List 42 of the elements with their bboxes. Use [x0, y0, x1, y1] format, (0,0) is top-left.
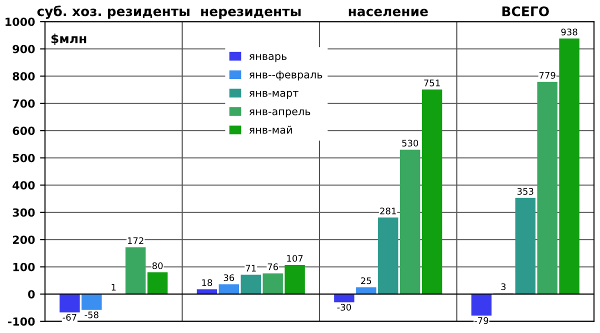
y-tick-label: 700	[12, 99, 35, 108]
data-label: 751	[424, 80, 440, 86]
data-label: 3	[501, 283, 506, 290]
x-tick-label: население	[348, 8, 428, 16]
data-label: 353	[517, 188, 534, 195]
y-tick-label: 900	[12, 44, 35, 54]
data-label: 18	[202, 279, 212, 286]
data-label: 281	[380, 208, 396, 214]
y-tick-label: -100	[8, 317, 35, 326]
data-label: -79	[474, 317, 488, 324]
y-tick-label: 400	[12, 181, 35, 190]
y-tick-label: 0	[28, 290, 35, 298]
legend-label: янв-март	[249, 90, 298, 99]
data-label: -58	[84, 311, 98, 318]
data-label: 107	[287, 254, 303, 262]
x-tick-label: нерезиденты	[201, 8, 301, 19]
data-label: 1	[112, 284, 116, 291]
legend-label: янв--февраль	[249, 70, 322, 80]
y-tick-label: 300	[12, 208, 35, 217]
y-axis-title: $млн	[51, 34, 86, 45]
y-tick-label: 500	[12, 154, 35, 162]
data-label: -30	[337, 304, 351, 311]
data-label: 36	[224, 274, 234, 282]
data-label: 530	[402, 140, 418, 147]
legend-label: январь	[249, 54, 287, 62]
data-label: 172	[128, 237, 144, 244]
data-label: 76	[268, 263, 278, 270]
y-tick-label: 100	[13, 262, 35, 272]
data-label: -67	[62, 314, 76, 321]
x-tick-label: ВСЕГО	[502, 6, 549, 16]
y-tick-label: 1000	[6, 18, 35, 26]
data-label: 938	[561, 28, 578, 36]
legend-label: янв-апрель	[249, 109, 310, 118]
y-tick-label: 200	[12, 236, 35, 244]
data-label: 80	[152, 262, 163, 270]
data-label: 71	[246, 264, 256, 272]
y-tick-label: 600	[12, 126, 35, 136]
y-tick-label: 800	[12, 72, 35, 81]
x-tick-label: суб. хоз. резиденты	[37, 6, 190, 19]
data-label: 779	[539, 72, 556, 79]
legend-label: янв-май	[249, 126, 292, 134]
data-label: 25	[361, 277, 372, 284]
